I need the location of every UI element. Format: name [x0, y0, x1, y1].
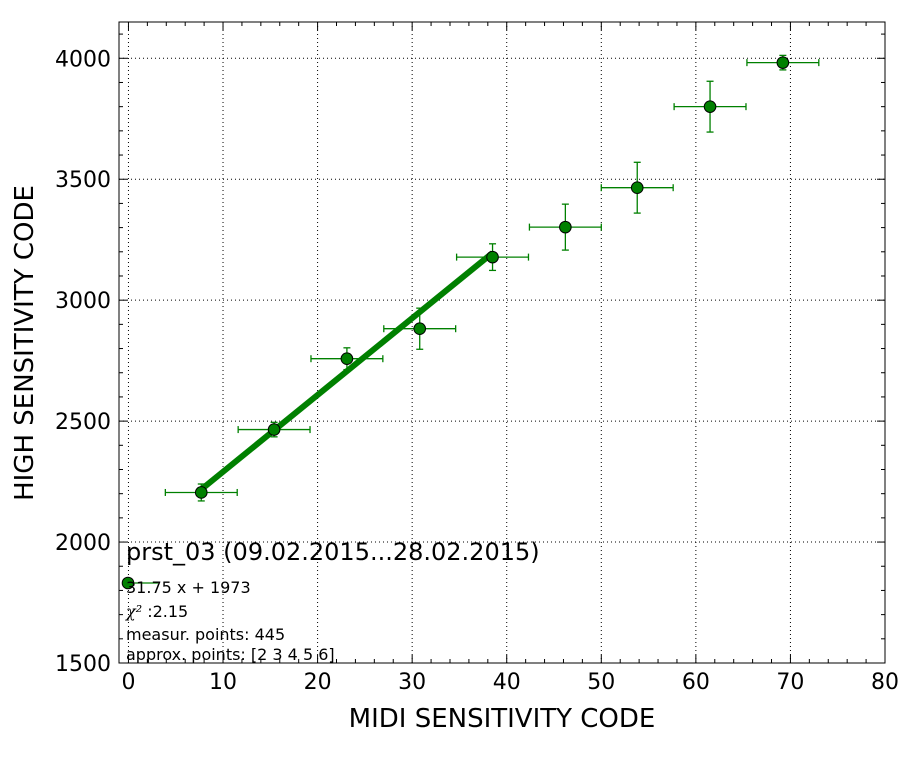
y-tick-label: 2000	[55, 531, 111, 556]
x-tick-label: 60	[682, 670, 710, 695]
data-point-marker	[267, 423, 281, 436]
data-point	[310, 347, 384, 371]
data-point	[164, 483, 238, 502]
x-tick-label: 30	[398, 670, 426, 695]
y-tick-label: 2500	[55, 410, 111, 435]
x-tick-label: 70	[776, 670, 804, 695]
legend-entry-label: 31.75 x + 1973	[126, 578, 251, 597]
x-tick-label: 50	[587, 670, 615, 695]
x-tick-label: 20	[304, 670, 332, 695]
data-point	[673, 80, 747, 133]
data-point	[600, 161, 674, 214]
legend-chi2-symbol: χ²	[125, 602, 142, 621]
legend-approx-points: approx. points: [2 3 4 5 6]	[126, 645, 335, 664]
data-point-marker	[630, 181, 644, 194]
data-point	[455, 243, 530, 272]
y-tick-label: 4000	[55, 47, 111, 72]
grid	[119, 22, 885, 663]
x-tick-label: 40	[493, 670, 521, 695]
legend: prst_03 (09.02.2015...28.02.2015) 31.75 …	[121, 538, 540, 664]
legend-measur-points: measur. points: 445	[126, 625, 285, 644]
data-point	[746, 54, 820, 71]
fit-line-layer	[199, 250, 495, 492]
fit-line	[199, 250, 495, 492]
data-point-marker	[703, 100, 717, 113]
data-point	[237, 421, 311, 438]
y-tick-label: 3500	[55, 168, 111, 193]
y-axis-label: HIGH SENSITIVITY CODE	[10, 185, 40, 501]
data-point-marker	[559, 220, 572, 234]
y-tick-label: 1500	[55, 652, 111, 677]
data-point-marker	[486, 250, 499, 264]
legend-chi2: χ² :2.15	[125, 602, 188, 621]
data-point-marker	[776, 56, 790, 69]
ticks	[119, 22, 886, 664]
data-point-marker	[413, 322, 427, 336]
data-point-marker	[194, 486, 208, 499]
data-points-layer	[164, 54, 820, 502]
x-tick-labels: 0 10 20 30 40 50 60 70 80	[121, 670, 899, 695]
legend-marker	[121, 576, 158, 590]
x-tick-label: 0	[121, 670, 135, 695]
data-point	[383, 307, 457, 350]
y-tick-label: 3000	[55, 289, 111, 314]
legend-title: prst_03 (09.02.2015...28.02.2015)	[126, 538, 540, 566]
legend-marker-dot	[121, 576, 135, 590]
x-axis-label: MIDI SENSITIVITY CODE	[349, 704, 656, 734]
data-point-marker	[340, 352, 354, 366]
legend-chi2-value: :2.15	[142, 602, 188, 621]
x-tick-label: 10	[209, 670, 237, 695]
data-point	[528, 203, 602, 251]
plot-frame	[118, 21, 886, 664]
x-tick-label: 80	[871, 670, 899, 695]
y-tick-labels: 1500 2000 2500 3000 3500 4000	[55, 47, 111, 677]
